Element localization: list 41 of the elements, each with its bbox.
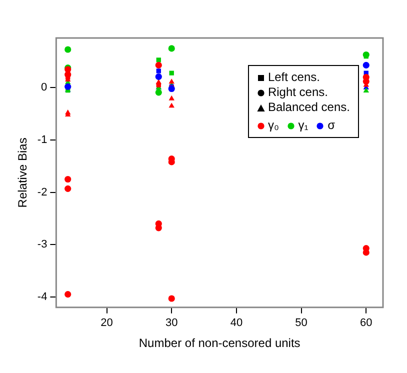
point (168, 295, 175, 302)
legend-label: γ₀ (268, 118, 279, 132)
y-tick-label: 0 (41, 82, 48, 94)
x-tick-label: 60 (360, 317, 372, 330)
point (168, 78, 174, 84)
point (362, 62, 370, 68)
point (362, 51, 370, 58)
point (155, 89, 162, 96)
point (156, 68, 161, 74)
annotation: Balanced cens. (268, 100, 350, 114)
point (168, 102, 174, 108)
point (64, 291, 72, 298)
x-axis-title: Number of non-censored units (138, 336, 300, 350)
annotation: Right cens. (268, 85, 328, 99)
point (169, 70, 174, 76)
point (155, 62, 162, 68)
point (155, 224, 162, 232)
y-tick-label: -1 (37, 134, 48, 146)
point (168, 95, 174, 100)
y-tick-label: -3 (37, 238, 48, 251)
x-tick-label: 20 (100, 317, 113, 330)
point (64, 176, 72, 183)
point (156, 58, 161, 62)
y-axis-title: Relative Bias (16, 138, 30, 208)
x-tick-label: 50 (295, 317, 308, 330)
y-tick-label: -2 (37, 186, 48, 198)
y-tick-label: -4 (37, 290, 48, 303)
legend-label: σ (328, 118, 336, 132)
point (362, 78, 370, 85)
point (64, 46, 72, 53)
point (64, 83, 72, 90)
point (363, 88, 369, 92)
annotation: Left cens. (268, 70, 320, 84)
legend-label: γ₁ (298, 118, 308, 132)
point (362, 249, 370, 256)
x-tick-label: 30 (165, 317, 178, 330)
point (168, 45, 175, 52)
point (155, 73, 162, 80)
point (64, 71, 72, 78)
x-tick-label: 40 (230, 317, 243, 330)
point (64, 185, 72, 192)
